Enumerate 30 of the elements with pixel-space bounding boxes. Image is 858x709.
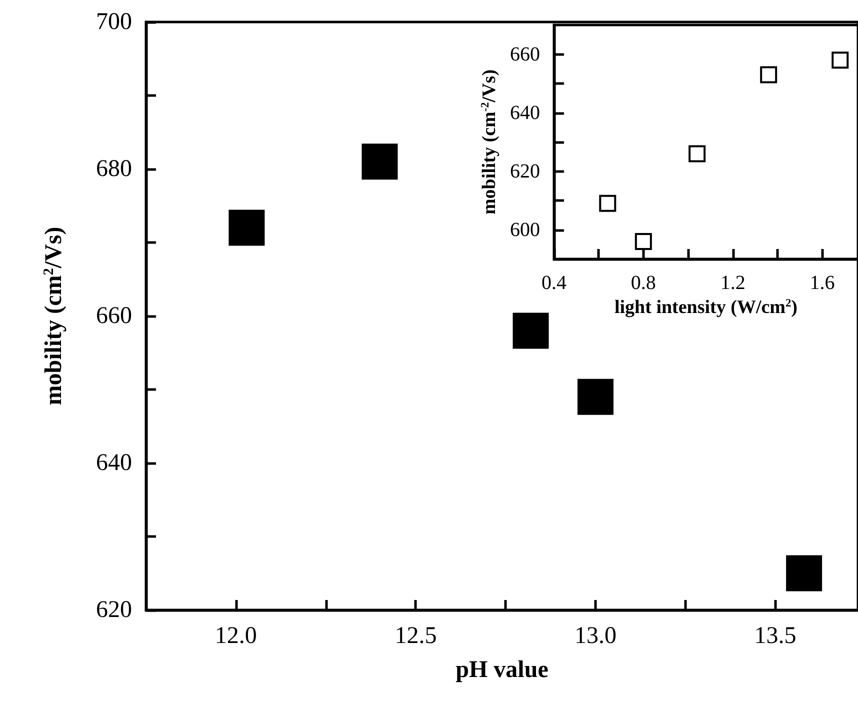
y-axis-title: mobility (cm2/Vs): [41, 226, 67, 406]
x-tick-label: 0.4: [542, 272, 566, 294]
x-tick-label: 0.8: [630, 272, 656, 294]
y-tick-label: 620: [510, 160, 540, 182]
point: [228, 210, 265, 246]
y-tick-label: 640: [96, 450, 132, 476]
x-tick-label: 1.6: [810, 272, 835, 294]
y-tick-label: 600: [510, 218, 540, 241]
y-axis-title: mobility (cm-2/Vs): [479, 69, 500, 215]
point: [634, 232, 652, 250]
x-tick-label: 13.5: [754, 623, 796, 649]
y-tick-label: 660: [96, 303, 132, 329]
point: [832, 52, 849, 69]
x-axis-title: pH value: [456, 657, 549, 683]
point: [688, 145, 706, 162]
point: [512, 312, 549, 349]
point: [599, 194, 616, 212]
point: [786, 555, 822, 592]
y-tick-label: 660: [510, 43, 540, 66]
point: [760, 66, 778, 84]
y-tick-label: 700: [96, 9, 132, 35]
point: [362, 144, 398, 180]
y-tick-label: 680: [96, 156, 132, 182]
x-tick-label: 1.2: [720, 272, 746, 294]
x-tick-label: 12.0: [214, 623, 257, 649]
x-tick-label: 13.0: [574, 623, 616, 649]
y-tick-label: 620: [96, 597, 132, 623]
point: [577, 378, 614, 415]
y-tick-label: 640: [510, 102, 540, 124]
x-tick-label: 12.5: [394, 623, 437, 649]
